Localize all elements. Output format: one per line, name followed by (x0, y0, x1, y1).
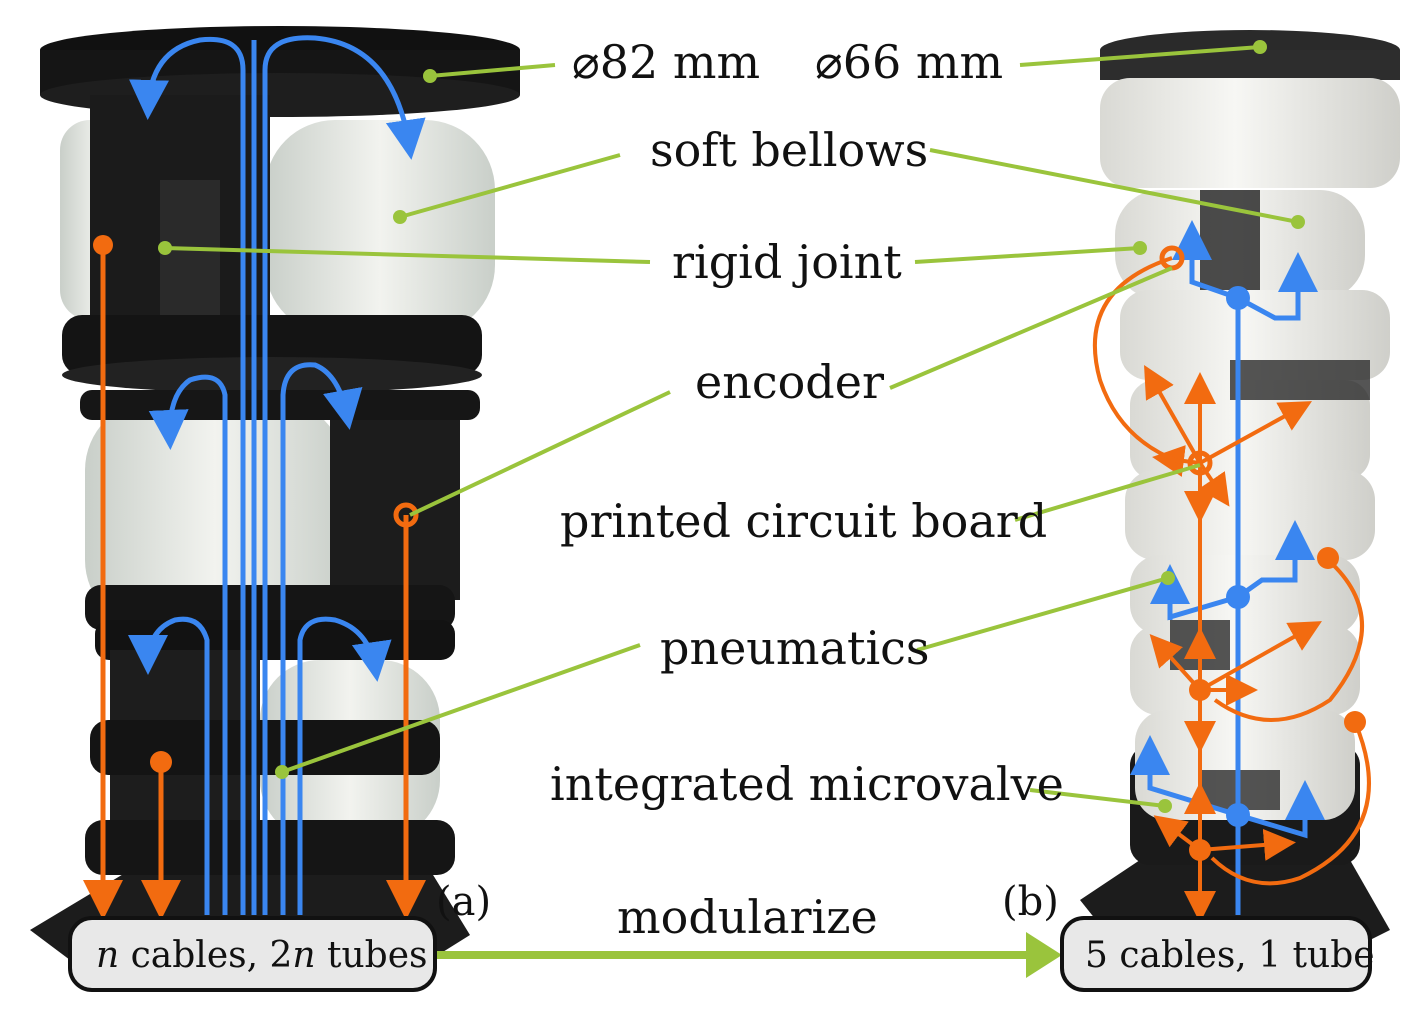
tube-node (1226, 803, 1250, 827)
leader-lines (164, 45, 1299, 808)
cable-node (1189, 839, 1211, 861)
label-encoder: encoder (695, 355, 884, 409)
box-left-var2: n (292, 935, 315, 976)
label-pneumatics: pneumatics (660, 621, 930, 675)
leader-dots (158, 40, 1305, 813)
box-left-mid: cables, (119, 935, 269, 976)
label-diameter-left: ⌀82 mm (572, 35, 760, 89)
modularize-arrowhead (1026, 932, 1062, 978)
box-left-end: tubes (316, 935, 428, 976)
encoder-node (393, 502, 419, 528)
cable-node (1344, 711, 1366, 733)
left-tubes (128, 35, 426, 915)
label-rigid-joint: rigid joint (672, 235, 902, 289)
label-printed-circuit-board: printed circuit board (560, 494, 1047, 548)
box-right (1060, 916, 1372, 992)
box-right-text: 5 cables, 1 tube (1085, 935, 1375, 976)
box-left-text: n cables, 2n tubes (96, 935, 428, 976)
box-left-var: n (96, 935, 119, 976)
cable-node (1189, 679, 1211, 701)
box-left-num: 2 (269, 935, 292, 976)
panel-label-a: (a) (436, 879, 491, 925)
left-cables (83, 245, 426, 920)
cable-node (1317, 547, 1339, 569)
label-integrated-microvalve: integrated microvalve (550, 757, 1064, 811)
tube-node (1226, 286, 1250, 310)
panel-label-b: (b) (1002, 879, 1059, 925)
cable-node (150, 751, 172, 773)
pcb-node (1187, 450, 1213, 476)
label-diameter-right: ⌀66 mm (815, 35, 1003, 89)
label-modularize: modularize (617, 890, 878, 944)
box-left (68, 916, 437, 992)
label-soft-bellows: soft bellows (650, 123, 928, 177)
tube-node (1226, 585, 1250, 609)
cable-node (93, 235, 113, 255)
